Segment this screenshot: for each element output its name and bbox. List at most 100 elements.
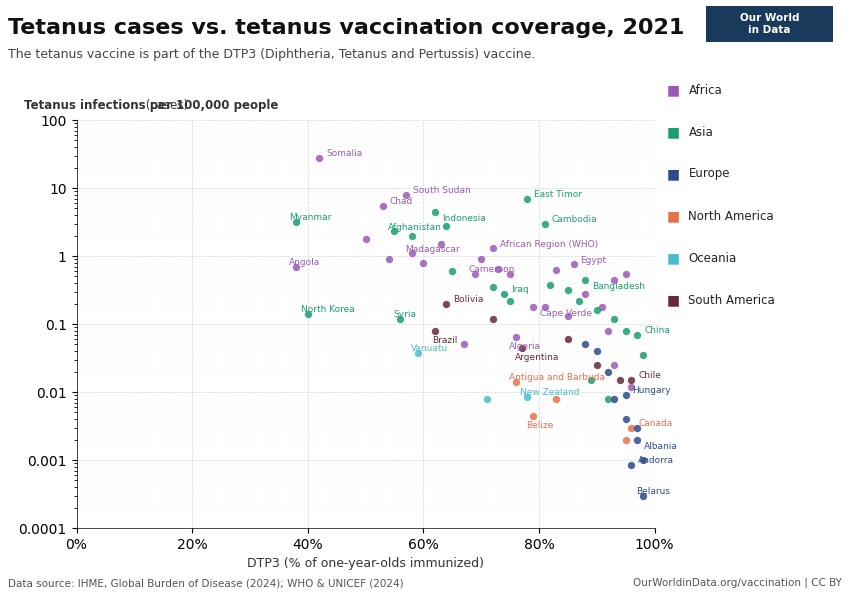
Point — [607, 314, 620, 323]
Point — [486, 282, 500, 292]
Point — [416, 258, 430, 268]
Point — [567, 260, 581, 269]
Point — [388, 227, 401, 236]
Text: Tetanus infections per 100,000 people: Tetanus infections per 100,000 people — [25, 99, 279, 112]
Point — [520, 392, 534, 401]
Point — [313, 153, 326, 163]
Text: Madagascar: Madagascar — [405, 245, 459, 254]
Text: The tetanus vaccine is part of the DTP3 (Diphtheria, Tetanus and Pertussis) vacc: The tetanus vaccine is part of the DTP3 … — [8, 48, 536, 61]
Text: ■: ■ — [667, 83, 680, 97]
Point — [631, 423, 644, 433]
Text: Africa: Africa — [688, 83, 722, 97]
Point — [376, 201, 389, 211]
Text: Tetanus cases vs. tetanus vaccination coverage, 2021: Tetanus cases vs. tetanus vaccination co… — [8, 18, 685, 38]
Text: Afghanistan: Afghanistan — [388, 223, 441, 232]
Point — [520, 194, 534, 203]
Point — [434, 239, 447, 249]
Point — [538, 302, 552, 311]
Text: Chile: Chile — [638, 371, 661, 380]
Point — [515, 343, 529, 352]
Point — [636, 350, 649, 360]
Point — [613, 375, 626, 385]
Point — [503, 269, 517, 278]
X-axis label: DTP3 (% of one-year-olds immunized): DTP3 (% of one-year-olds immunized) — [247, 557, 484, 570]
Text: Asia: Asia — [688, 125, 713, 139]
Point — [578, 340, 592, 349]
Point — [631, 435, 644, 445]
Point — [596, 302, 609, 311]
Text: ■: ■ — [667, 251, 680, 265]
Point — [619, 414, 632, 424]
Point — [631, 330, 644, 340]
Point — [590, 346, 604, 356]
Text: Somalia: Somalia — [326, 149, 362, 158]
Point — [509, 377, 523, 387]
Text: Antigua and Barbuda: Antigua and Barbuda — [509, 373, 605, 382]
Point — [491, 264, 505, 274]
Point — [394, 314, 407, 323]
Point — [619, 391, 632, 400]
Point — [636, 455, 649, 465]
Text: Oceania: Oceania — [688, 251, 737, 265]
Point — [590, 360, 604, 370]
Point — [549, 265, 563, 275]
Text: Brazil: Brazil — [432, 336, 457, 345]
Text: Cambodia: Cambodia — [552, 215, 598, 224]
Point — [428, 207, 442, 217]
Text: Myanmar: Myanmar — [289, 213, 332, 222]
Text: OurWorldinData.org/vaccination | CC BY: OurWorldinData.org/vaccination | CC BY — [632, 577, 842, 588]
Text: Data source: IHME, Global Burden of Disease (2024); WHO & UNICEF (2024): Data source: IHME, Global Burden of Dise… — [8, 578, 404, 588]
Point — [561, 334, 575, 344]
Point — [405, 248, 418, 258]
Text: New Zealand: New Zealand — [520, 388, 580, 397]
Point — [428, 326, 442, 335]
Text: Cape Verde: Cape Verde — [540, 309, 592, 318]
Text: ■: ■ — [667, 125, 680, 139]
Point — [445, 266, 459, 276]
Point — [578, 275, 592, 284]
Text: (cases): (cases) — [142, 99, 188, 112]
Text: Vanuatu: Vanuatu — [411, 344, 448, 353]
Text: Cameroon: Cameroon — [468, 265, 515, 274]
Text: Belize: Belize — [526, 421, 553, 430]
Point — [544, 280, 558, 289]
Text: Indonesia: Indonesia — [442, 214, 485, 223]
Point — [486, 314, 500, 323]
Point — [486, 244, 500, 253]
Point — [359, 234, 372, 244]
Text: China: China — [644, 326, 670, 335]
Point — [497, 289, 511, 298]
Point — [474, 254, 488, 264]
Point — [619, 326, 632, 335]
Text: Algeria: Algeria — [509, 342, 541, 351]
Text: North Korea: North Korea — [301, 305, 354, 314]
Text: African Region (WHO): African Region (WHO) — [500, 239, 598, 248]
Point — [584, 375, 598, 385]
Point — [480, 394, 494, 403]
Point — [590, 305, 604, 315]
Point — [538, 219, 552, 229]
Point — [619, 269, 632, 278]
Text: Syria: Syria — [394, 310, 416, 319]
Point — [561, 285, 575, 295]
Point — [411, 348, 424, 358]
Text: Bangladesh: Bangladesh — [592, 282, 645, 291]
Text: North America: North America — [688, 209, 774, 223]
Point — [301, 309, 314, 319]
Point — [636, 491, 649, 500]
Text: ■: ■ — [667, 167, 680, 181]
Text: Iraq: Iraq — [511, 285, 529, 294]
Point — [549, 394, 563, 403]
Text: Europe: Europe — [688, 167, 730, 181]
Point — [503, 296, 517, 305]
Text: Belarus: Belarus — [636, 487, 670, 496]
Text: Albania: Albania — [644, 442, 678, 451]
Point — [289, 262, 303, 271]
Text: Canada: Canada — [638, 419, 672, 428]
Point — [439, 299, 453, 308]
Text: South Sudan: South Sudan — [413, 186, 471, 195]
Point — [439, 221, 453, 230]
Point — [625, 382, 638, 391]
Text: Egypt: Egypt — [581, 256, 607, 265]
Text: Bolivia: Bolivia — [453, 295, 484, 304]
